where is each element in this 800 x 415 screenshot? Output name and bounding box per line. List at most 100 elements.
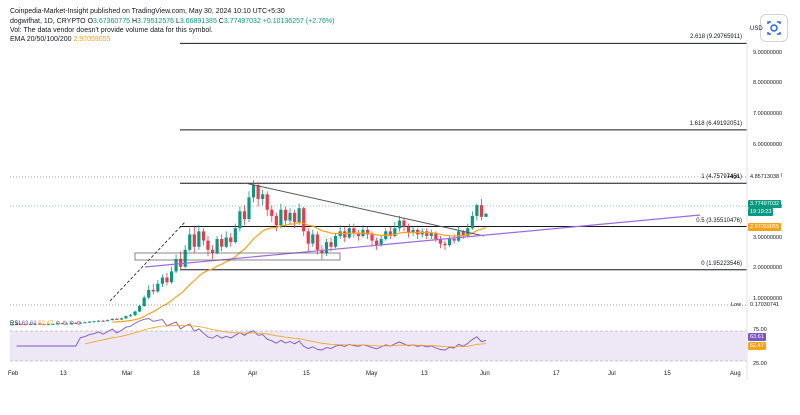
candle-body <box>329 242 333 247</box>
change-value: +0.10136257 (+2.76%) <box>262 18 335 25</box>
candle-body <box>352 228 356 233</box>
candle-body <box>206 240 210 250</box>
rsi-axis-25: 25.00 <box>753 361 767 367</box>
candle-body <box>274 215 278 226</box>
candle-body <box>138 305 142 312</box>
candle-body <box>19 323 23 325</box>
candle-body <box>288 212 292 221</box>
candle-body <box>479 205 484 217</box>
price-tick-label: 7.00000000 <box>753 111 783 118</box>
price-tick-label: 1.00000000 <box>753 296 783 303</box>
currency-label[interactable]: USD <box>750 26 763 32</box>
fib-label: 1.618 (6.49192051) <box>689 120 742 127</box>
ema-legend[interactable]: EMA 20/50/100/200 2.97059055 <box>10 36 110 43</box>
open-value: 3.67360775 <box>93 18 130 25</box>
candle-body <box>292 212 297 223</box>
rsi-legend[interactable]: RSI 63.61 52.47 ⚙ ⚙ ⚙ ⚙ <box>10 320 82 327</box>
time-tick-label: Mar <box>122 371 133 377</box>
candle-body <box>160 277 164 284</box>
candle-body <box>42 324 46 326</box>
rsi-ma-line <box>84 324 487 348</box>
candle-body <box>475 205 479 216</box>
trendline-support <box>144 214 701 268</box>
candle-body <box>402 220 406 227</box>
candle-body <box>233 228 237 243</box>
candle-body <box>110 318 114 321</box>
time-tick-label: Feb <box>8 371 19 377</box>
candle-body <box>388 231 392 236</box>
candle-body <box>370 234 374 241</box>
rsi-ma-tag: 52.47 <box>748 342 766 350</box>
volume-note: Vol: The data vendor doesn't provide vol… <box>10 27 213 34</box>
price-tick-label: 3.00000000 <box>753 234 783 241</box>
candle-body <box>270 209 274 216</box>
symbol-name: dogwifhat, 1D, CRYPTO <box>10 18 86 25</box>
candle-body <box>179 259 183 267</box>
high-value: 3.79512576 <box>137 18 174 25</box>
dashed-trendline <box>109 221 186 302</box>
candle-body <box>461 231 465 236</box>
candle-body <box>165 277 169 283</box>
price-tick-label: 8.00000000 <box>753 80 783 87</box>
candle-body <box>429 232 433 236</box>
candle-body <box>174 259 178 272</box>
candle-body <box>425 231 429 236</box>
candle-body <box>261 194 265 199</box>
fib-levels <box>180 42 747 271</box>
candle-body <box>251 185 256 198</box>
candle-body <box>74 322 78 324</box>
candle-body <box>279 209 283 226</box>
candle-body <box>28 323 32 325</box>
candle-body <box>65 323 69 325</box>
rsi-axis-75: 75.00 <box>753 327 767 333</box>
snapshot-button[interactable] <box>760 14 788 42</box>
candle-body <box>220 239 224 247</box>
candle-body <box>78 322 82 324</box>
candle-body <box>37 323 41 325</box>
candle-body <box>192 234 196 247</box>
candle-body <box>393 228 397 236</box>
candle-body <box>447 239 452 246</box>
close-value: 3.77497032 <box>223 18 261 25</box>
candle-body <box>215 239 219 253</box>
candle-body <box>115 318 119 320</box>
candle-body <box>224 237 228 247</box>
candle-body <box>147 289 151 298</box>
ema-label: EMA 20/50/100/200 <box>10 36 72 43</box>
candle-body <box>124 316 128 319</box>
time-tick-label: 13 <box>421 371 428 377</box>
high-label-tag: High <box>728 174 740 180</box>
close-label: C <box>218 18 224 25</box>
time-tick-label: 13 <box>60 371 67 377</box>
candle-body <box>320 249 324 253</box>
candle-body <box>343 231 347 238</box>
candle-body <box>315 234 319 250</box>
low-value-tag: 0.17030741 <box>748 301 782 309</box>
candle-body <box>379 239 383 246</box>
rsi-label: RSI <box>10 321 21 327</box>
candle-body <box>297 208 301 223</box>
candle-body <box>397 220 401 229</box>
low-label-tag: Low <box>731 302 742 308</box>
candle-body <box>210 249 215 253</box>
candle-body <box>311 234 315 244</box>
price-tick-label: 9.00000000 <box>753 49 783 56</box>
rsi-value: 63.61 <box>21 321 37 327</box>
candle-body <box>406 226 411 233</box>
time-tick-label: Jun <box>480 371 490 377</box>
candle-body <box>92 321 96 323</box>
fib-label: 1 (4.75797451) <box>701 174 742 181</box>
candle-body <box>334 235 338 247</box>
low-label: L <box>175 18 180 25</box>
ema-tag: 2.97059055 <box>748 223 782 231</box>
candle-body <box>452 239 456 241</box>
rsi-settings-icon[interactable]: ⚙ ⚙ ⚙ ⚙ <box>55 321 82 327</box>
rsi-panel <box>10 318 747 362</box>
camera-icon <box>767 21 781 35</box>
price-tick-label: 2.00000000 <box>753 265 783 272</box>
candle-body <box>324 242 329 253</box>
ema-value: 2.97059055 <box>73 36 111 43</box>
candle-body <box>156 283 160 292</box>
time-tick-label: Jul <box>608 371 616 377</box>
